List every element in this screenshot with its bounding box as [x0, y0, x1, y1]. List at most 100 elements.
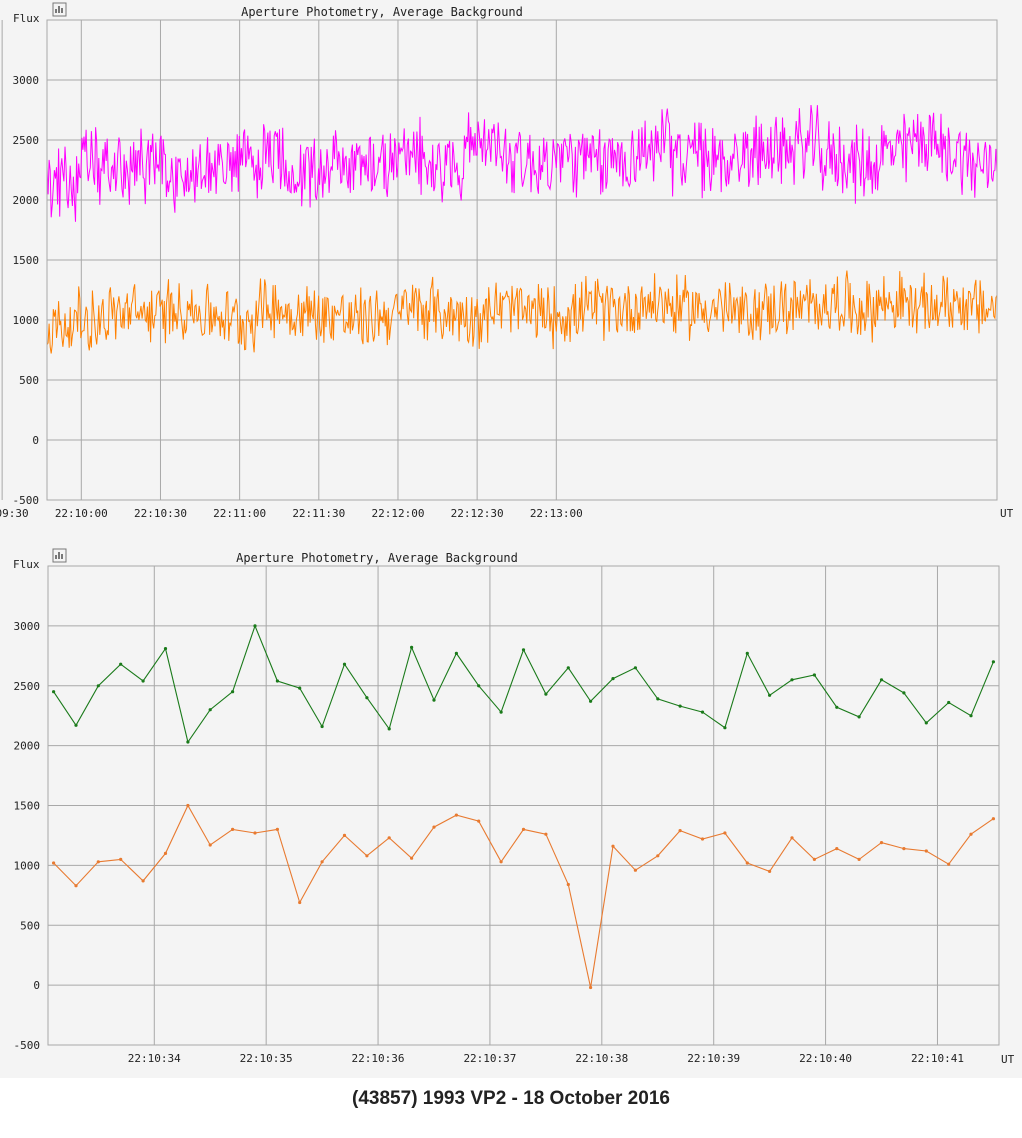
data-point	[253, 831, 257, 835]
bottom-chart: Aperture Photometry, Average Background …	[13, 548, 1015, 1066]
x-tick-label: 22:11:00	[213, 507, 266, 520]
data-point	[454, 651, 458, 655]
data-point	[365, 696, 369, 700]
data-point	[745, 651, 749, 655]
y-tick-label: 2500	[14, 680, 41, 693]
y-tick-label: -500	[13, 494, 40, 507]
chart-title: Aperture Photometry, Average Background	[241, 5, 523, 19]
y-tick-label: 3000	[13, 74, 40, 87]
data-point	[208, 843, 212, 847]
x-tick-label: 22:12:30	[451, 507, 504, 520]
data-point	[275, 827, 279, 831]
data-point	[991, 817, 996, 821]
data-point	[969, 832, 973, 836]
data-point	[298, 686, 302, 690]
data-point	[835, 847, 839, 851]
data-point	[790, 836, 794, 840]
y-tick-label: 0	[33, 979, 40, 992]
top-chart: Aperture Photometry, Average Background …	[0, 2, 1014, 520]
y-tick-label: 2000	[13, 194, 40, 207]
data-point	[477, 684, 481, 688]
data-point	[186, 803, 190, 808]
data-point	[902, 847, 906, 851]
data-point	[298, 900, 302, 905]
x-tick-label: 22:10:00	[55, 507, 108, 520]
data-point	[74, 884, 78, 888]
x-tick-label: 22:10:40	[799, 1052, 852, 1065]
data-point	[924, 849, 928, 853]
data-point	[589, 985, 593, 990]
data-point	[678, 704, 682, 708]
y-tick-label: 1500	[13, 254, 40, 267]
data-point	[477, 819, 481, 823]
data-point	[768, 693, 772, 697]
y-tick-label: 3000	[14, 620, 41, 633]
data-point	[745, 861, 749, 865]
data-point	[521, 648, 526, 652]
data-point	[544, 692, 548, 696]
data-point	[163, 851, 168, 855]
data-point	[521, 827, 526, 831]
data-point	[947, 700, 951, 705]
y-tick-label: 500	[20, 919, 40, 932]
data-point	[387, 836, 391, 840]
data-point	[96, 860, 100, 864]
data-point	[342, 833, 347, 837]
data-point	[678, 829, 682, 833]
series-line	[46, 270, 998, 354]
chart-menu-icon-glyph	[55, 552, 63, 559]
x-tick-label: 22:10:41	[911, 1052, 964, 1065]
x-tick-label: 22:10:30	[134, 507, 187, 520]
data-point	[611, 677, 615, 681]
data-point	[499, 860, 503, 864]
data-point	[74, 723, 78, 727]
data-point	[700, 837, 705, 841]
x-tick-label: 22:10:39	[687, 1052, 740, 1065]
data-point	[119, 857, 123, 861]
x-tick-label: 22:12:00	[371, 507, 424, 520]
y-tick-label: -500	[14, 1039, 41, 1052]
x-tick-label: 22:13:00	[530, 507, 583, 520]
data-point	[991, 660, 996, 664]
x-axis-label: UT	[1000, 507, 1014, 520]
data-point	[857, 857, 861, 861]
x-tick-label: 22:11:30	[292, 507, 345, 520]
data-point	[141, 679, 145, 683]
data-point	[141, 879, 145, 883]
y-axis-label: Flux	[13, 558, 40, 571]
chart-title: Aperture Photometry, Average Background	[236, 551, 518, 565]
data-point	[566, 666, 570, 670]
y-tick-label: 1000	[14, 859, 41, 872]
x-tick-label: 22:10:35	[240, 1052, 293, 1065]
y-tick-label: 0	[32, 434, 39, 447]
data-point	[163, 647, 168, 651]
data-point	[857, 715, 861, 719]
data-point	[410, 645, 414, 649]
x-tick-label: 22:10:34	[128, 1052, 181, 1065]
data-point	[231, 690, 235, 694]
y-tick-label: 1000	[13, 314, 40, 327]
data-point	[320, 860, 324, 864]
data-point	[969, 714, 973, 718]
data-point	[231, 827, 235, 831]
data-point	[186, 740, 190, 744]
y-axis-label: Flux	[13, 12, 40, 25]
data-point	[611, 844, 615, 848]
data-point	[52, 861, 56, 865]
plot-frame	[46, 19, 998, 501]
data-point	[253, 624, 257, 628]
data-point	[566, 882, 570, 887]
data-point	[924, 721, 928, 725]
data-point	[723, 726, 727, 730]
data-point	[633, 666, 638, 670]
data-point	[275, 679, 279, 683]
y-tick-label: 500	[19, 374, 39, 387]
x-tick-label: 22:09:30	[0, 507, 29, 520]
data-point	[879, 841, 884, 845]
data-point	[656, 854, 660, 858]
bottom-chart-panel: Aperture Photometry, Average Background …	[0, 545, 1022, 1078]
y-tick-label: 2500	[13, 134, 40, 147]
x-tick-label: 22:10:36	[352, 1052, 405, 1065]
plot-frame	[47, 565, 1000, 1046]
data-point	[52, 690, 56, 694]
